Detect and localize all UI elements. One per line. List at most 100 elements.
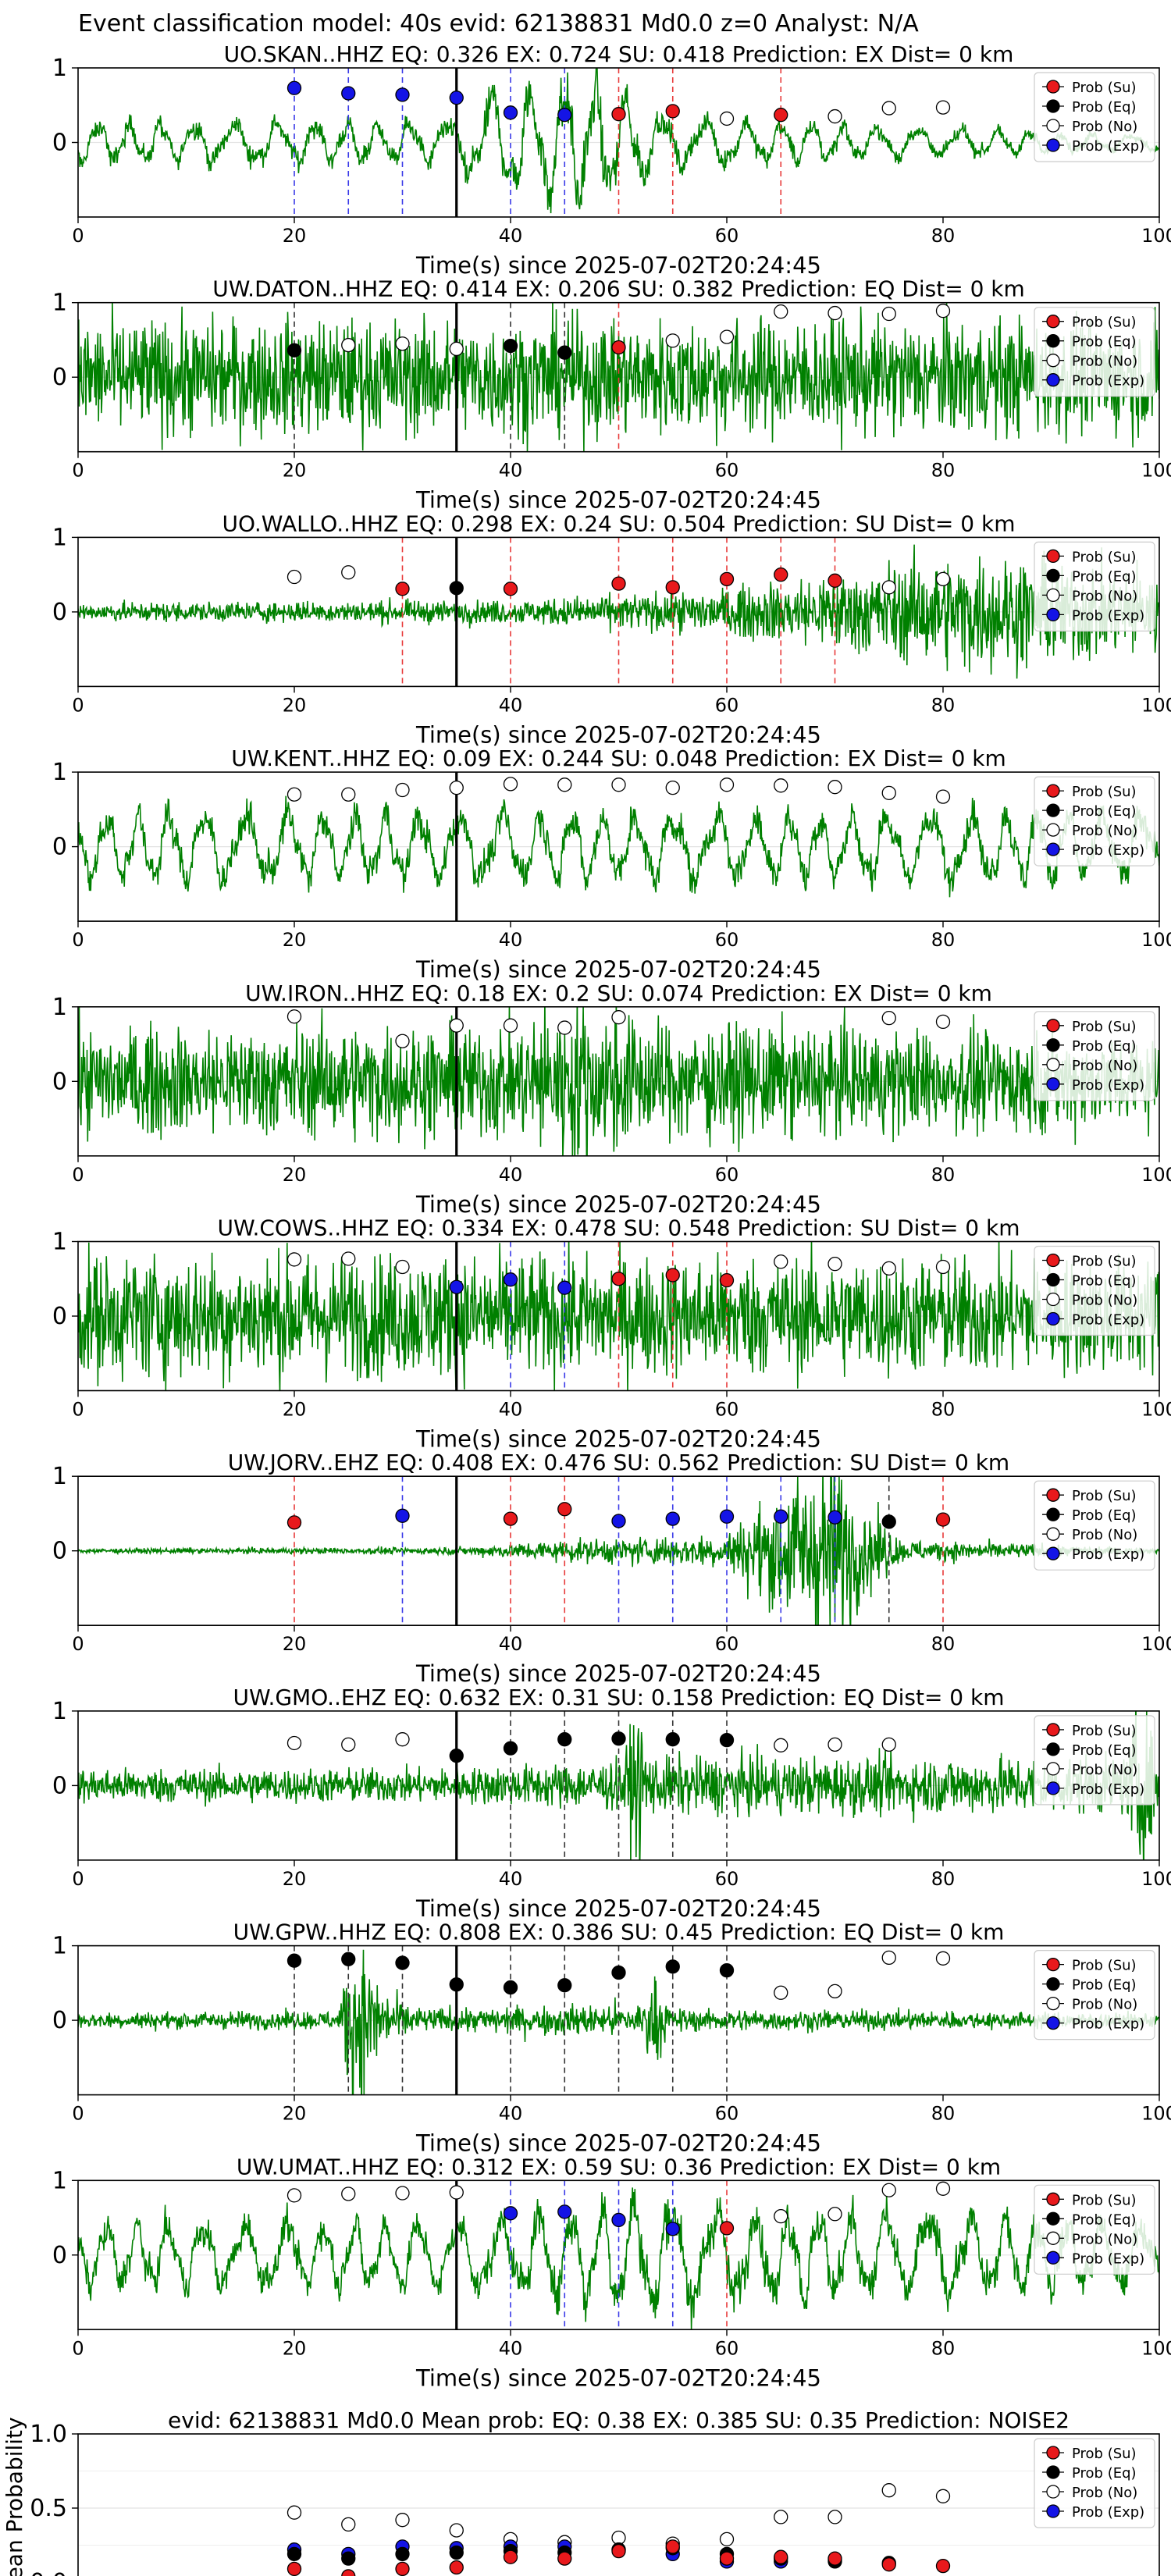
prob-marker-su <box>665 1268 680 1283</box>
prob-marker-no <box>395 2186 410 2201</box>
prob-marker-no <box>395 1732 410 1747</box>
prob-marker-no <box>557 777 572 792</box>
prob-marker-no <box>341 2517 356 2532</box>
x-tick-label: 20 <box>283 1399 307 1421</box>
legend-marker-eq <box>1046 2211 1060 2226</box>
prob-marker-su <box>774 2549 788 2564</box>
x-tick-label: 40 <box>499 1868 523 1890</box>
x-tick-label: 20 <box>283 929 307 951</box>
legend-marker-eq <box>1046 1742 1060 1756</box>
x-tick-label: 40 <box>499 2337 523 2359</box>
prob-marker-exp <box>557 108 572 123</box>
legend-label-eq: Prob (Eq) <box>1072 2465 1137 2482</box>
prob-marker-no <box>611 1010 626 1025</box>
y-tick-label: 0 <box>52 834 67 861</box>
legend-marker-exp <box>1046 2016 1060 2030</box>
prob-marker-su <box>719 2221 735 2236</box>
y-tick-label: 0 <box>52 1538 67 1565</box>
y-tick-label: 1 <box>52 1229 67 1256</box>
prob-marker-su <box>828 2551 842 2566</box>
prob-marker-su <box>719 571 735 587</box>
x-tick-label: 40 <box>499 2103 523 2125</box>
legend-label-no: Prob (No) <box>1072 119 1137 135</box>
x-axis-label: Time(s) since 2025-07-02T20:24:45 <box>415 487 821 514</box>
legend-label-su: Prob (Su) <box>1072 1958 1137 1974</box>
prob-marker-no <box>503 777 518 792</box>
prob-marker-no <box>287 569 302 585</box>
x-tick-label: 0 <box>72 1164 84 1186</box>
legend-label-exp: Prob (Exp) <box>1072 1312 1144 1329</box>
legend-label-exp: Prob (Exp) <box>1072 2250 1144 2267</box>
legend-frame <box>1034 1715 1155 1806</box>
legend: Prob (Su) Prob (Eq) Prob (No) Prob (Exp) <box>1034 1715 1155 1806</box>
prob-marker-eq <box>449 1977 464 1992</box>
legend-label-eq: Prob (Eq) <box>1072 568 1137 585</box>
x-tick-label: 20 <box>283 1164 307 1186</box>
prob-marker-no <box>881 1737 896 1752</box>
legend-marker-exp <box>1046 1781 1060 1795</box>
y-tick-label: 0 <box>52 130 67 157</box>
prob-marker-no <box>449 1018 464 1033</box>
prob-marker-no <box>828 1984 842 1999</box>
legend-frame <box>1034 1245 1155 1336</box>
prob-marker-no <box>774 2510 788 2524</box>
legend-label-su: Prob (Su) <box>1072 1254 1137 1270</box>
x-axis-label: Time(s) since 2025-07-02T20:24:45 <box>415 2364 821 2391</box>
legend-frame <box>1034 2438 1155 2528</box>
legend-marker-exp <box>1046 1311 1060 1326</box>
prob-marker-no <box>665 333 680 348</box>
prob-marker-su <box>719 1273 735 1288</box>
y-tick-label: 0.0 <box>30 2569 67 2576</box>
prob-marker-su <box>503 1511 518 1526</box>
prob-marker-su <box>287 2561 302 2576</box>
legend-marker-su <box>1046 549 1060 564</box>
prob-marker-su <box>503 582 518 596</box>
x-axis-label: Time(s) since 2025-07-02T20:24:45 <box>415 252 821 279</box>
legend-marker-eq <box>1046 1272 1060 1287</box>
x-axis-label: Time(s) since 2025-07-02T20:24:45 <box>415 2130 821 2157</box>
prob-marker-no <box>449 2185 464 2200</box>
legend-marker-no <box>1046 119 1060 133</box>
panel-plot-area <box>78 68 1159 217</box>
legend-marker-su <box>1046 315 1060 329</box>
prob-marker-exp <box>395 87 410 102</box>
x-tick-label: 20 <box>283 225 307 247</box>
x-tick-label: 80 <box>931 929 956 951</box>
prob-marker-no <box>935 789 951 804</box>
panel-title: UO.SKAN..HHZ EQ: 0.326 EX: 0.724 SU: 0.4… <box>224 41 1014 67</box>
y-tick-label: 1 <box>52 1933 67 1960</box>
y-tick-label: 1 <box>52 55 67 82</box>
x-axis-label: Time(s) since 2025-07-02T20:24:45 <box>415 1191 821 1218</box>
prob-marker-eq <box>557 345 572 360</box>
legend-label-no: Prob (No) <box>1072 1762 1137 1778</box>
legend-marker-eq <box>1046 803 1060 817</box>
prob-marker-su <box>935 2558 951 2574</box>
legend-marker-exp <box>1046 607 1060 622</box>
y-tick-label: 0 <box>52 1772 67 1799</box>
prob-marker-eq <box>395 1955 410 1970</box>
legend-label-no: Prob (No) <box>1072 1997 1137 2013</box>
legend-marker-eq <box>1046 1507 1060 1521</box>
prob-marker-su <box>665 104 680 119</box>
prob-marker-exp <box>449 1279 464 1294</box>
prob-marker-no <box>395 1034 410 1048</box>
prob-marker-su <box>287 1515 302 1530</box>
y-tick-label: 1 <box>52 1463 67 1490</box>
x-tick-label: 0 <box>72 929 84 951</box>
x-tick-label: 20 <box>283 1868 307 1890</box>
prob-marker-no <box>828 305 842 321</box>
legend-label-no: Prob (No) <box>1072 823 1137 839</box>
x-tick-label: 0 <box>72 2337 84 2359</box>
prob-marker-no <box>287 1252 302 1267</box>
x-tick-label: 0 <box>72 225 84 247</box>
panel-8: UW.GPW..HHZ EQ: 0.808 EX: 0.386 SU: 0.45… <box>52 1920 1171 2157</box>
prob-marker-su <box>557 1502 572 1517</box>
prob-marker-exp <box>774 1509 788 1524</box>
prob-marker-su <box>611 1272 626 1286</box>
prob-marker-su <box>395 2561 410 2576</box>
prob-marker-eq <box>719 1962 735 1978</box>
legend-label-su: Prob (Su) <box>1072 784 1137 800</box>
legend-label-eq: Prob (Eq) <box>1072 1742 1137 1759</box>
prob-marker-eq <box>341 1952 356 1966</box>
panel-plot-area <box>78 537 1159 687</box>
